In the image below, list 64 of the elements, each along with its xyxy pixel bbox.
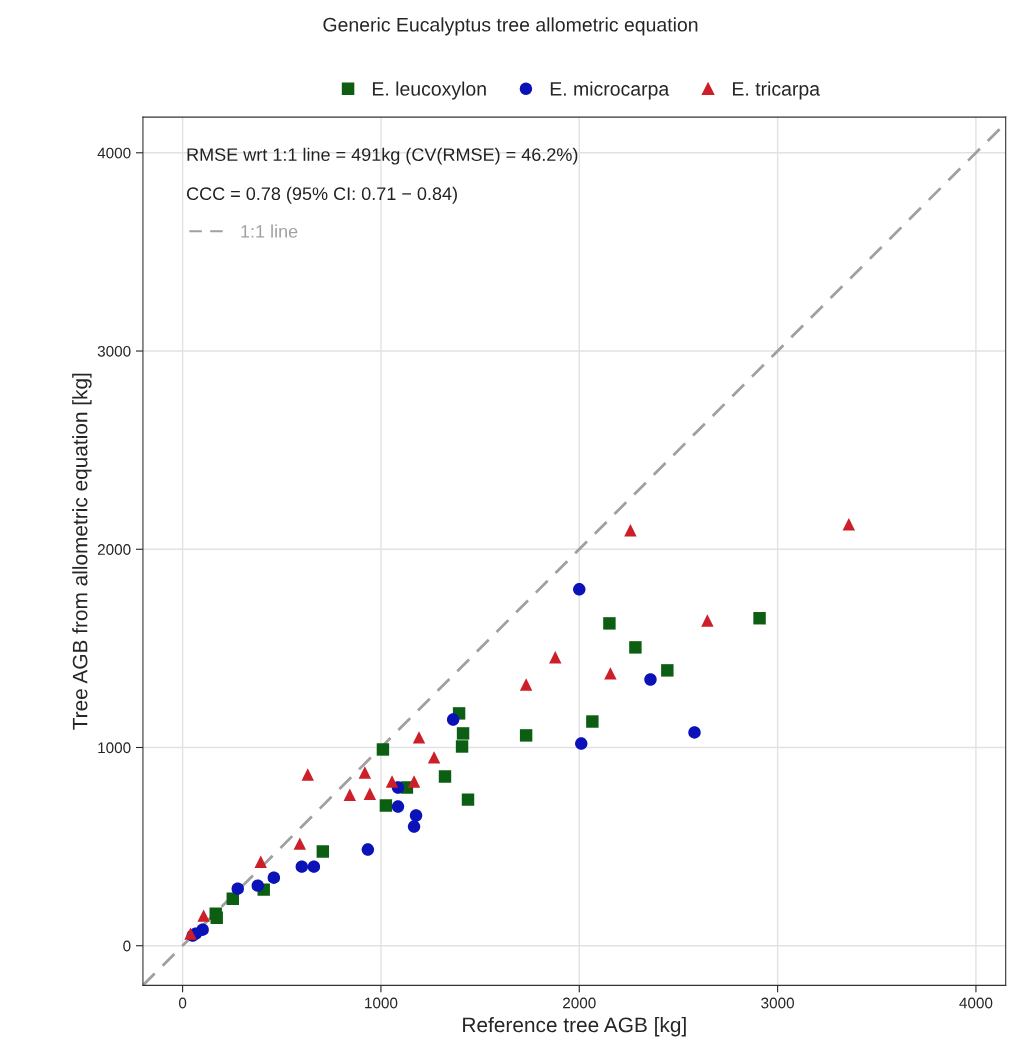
point — [361, 843, 375, 856]
point — [586, 715, 599, 728]
point — [407, 820, 421, 833]
y-axis-title: Tree AGB from allometric equation [kg] — [72, 373, 92, 730]
point — [427, 751, 441, 764]
point — [210, 911, 223, 924]
y-tick-label: 1000 — [98, 742, 131, 754]
point — [842, 518, 856, 531]
chart-title: Generic Eucalyptus tree allometric equation — [323, 17, 698, 36]
y-tick-label: 2000 — [97, 544, 131, 555]
point — [376, 743, 390, 756]
annotation: CCC = 0.78 (95% CI: 0.71 − 0.84) — [186, 186, 457, 204]
x-axis-title: Reference tree AGB [kg] — [463, 1016, 686, 1037]
x-tick-label: 2000 — [563, 997, 596, 1009]
point — [293, 837, 307, 850]
point — [197, 909, 210, 922]
point — [231, 882, 244, 895]
point — [519, 729, 533, 742]
y-tick-label: 0 — [123, 940, 131, 952]
point — [409, 809, 423, 822]
point — [254, 855, 267, 868]
point — [391, 800, 405, 813]
point — [343, 788, 357, 801]
annotation: RMSE wrt 1:1 line = 491kg (CV(RMSE) = 46.2%) — [187, 147, 578, 165]
point — [307, 860, 321, 873]
x-tick-label: 3000 — [761, 997, 794, 1009]
point — [267, 871, 281, 884]
x-tick-label: 1000 — [365, 997, 398, 1009]
point — [251, 879, 264, 892]
point — [624, 524, 637, 537]
point — [753, 612, 766, 625]
y-tick-label: 4000 — [97, 147, 131, 159]
point — [301, 768, 314, 781]
point — [603, 617, 616, 630]
point — [575, 737, 588, 750]
x-tick-label: 0 — [178, 997, 187, 1009]
point — [363, 787, 377, 800]
legend-label: E. tricarpa — [733, 81, 821, 100]
point — [446, 713, 460, 726]
point — [438, 770, 452, 783]
point — [412, 731, 426, 744]
point — [629, 641, 642, 654]
point — [688, 726, 701, 739]
point — [456, 727, 470, 740]
point — [461, 793, 475, 806]
point — [701, 614, 714, 627]
point — [316, 845, 330, 858]
y-tick-label: 3000 — [97, 345, 131, 357]
point — [455, 740, 469, 753]
point — [573, 583, 586, 596]
point — [604, 667, 617, 680]
point — [358, 766, 372, 779]
x-tick-label: 4000 — [959, 997, 993, 1009]
point — [549, 651, 562, 664]
point — [407, 775, 421, 788]
point — [644, 673, 657, 686]
point — [661, 664, 674, 677]
legend-label: 1:1 line — [241, 224, 298, 238]
legend-label: E. microcarpa — [550, 81, 670, 100]
point — [379, 799, 393, 812]
point — [385, 775, 399, 788]
legend-label: E. leucoxylon — [372, 81, 486, 100]
point — [295, 860, 309, 873]
point — [519, 678, 533, 691]
